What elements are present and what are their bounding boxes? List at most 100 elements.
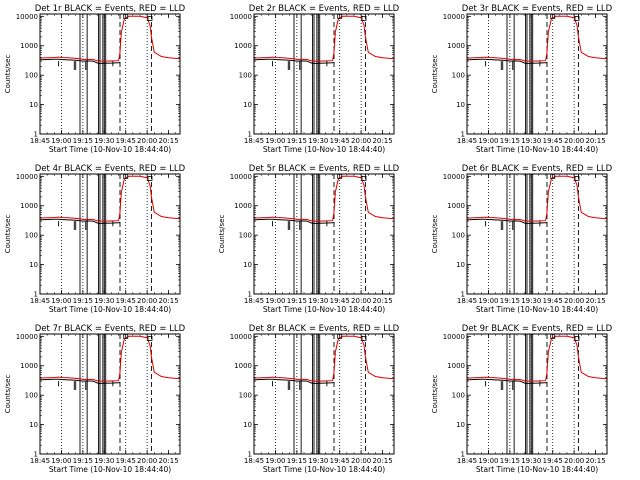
detector-panel-5: Det 5r BLACK = Events, RED = LLD Counts/s… bbox=[218, 164, 400, 314]
panel-title: Det 5r BLACK = Events, RED = LLD bbox=[249, 164, 400, 174]
y-tick-label: 1 bbox=[34, 291, 38, 299]
y-axis-label: Counts/sec bbox=[4, 215, 12, 254]
y-tick-label: 1000 bbox=[447, 362, 465, 370]
y-tick-label: 10 bbox=[456, 261, 465, 269]
x-tick-label: 20:15 bbox=[585, 297, 605, 305]
plot-data-area bbox=[467, 334, 607, 454]
panel-title: Det 8r BLACK = Events, RED = LLD bbox=[249, 324, 400, 334]
y-tick-label: 10 bbox=[243, 261, 252, 269]
plot-data-area bbox=[254, 334, 394, 454]
y-tick-label: 10000 bbox=[230, 13, 252, 21]
events-series-line bbox=[467, 58, 548, 65]
lld-series-line bbox=[40, 15, 180, 62]
x-tick-label: 19:30 bbox=[521, 297, 541, 305]
x-tick-label: 19:30 bbox=[94, 457, 114, 465]
lld-series-line bbox=[467, 175, 607, 222]
y-tick-label: 10000 bbox=[443, 173, 465, 181]
plot-data-area bbox=[467, 14, 607, 134]
y-tick-label: 100 bbox=[239, 392, 252, 400]
x-tick-label: 19:45 bbox=[543, 457, 563, 465]
x-tick-label: 19:15 bbox=[500, 457, 520, 465]
x-tick-label: 19:30 bbox=[521, 137, 541, 145]
y-tick-label: 1000 bbox=[20, 42, 38, 50]
detector-panel-4: Det 4r BLACK = Events, RED = LLD Counts/s… bbox=[4, 164, 186, 314]
saturation-marker bbox=[574, 176, 580, 181]
x-tick-label: 20:15 bbox=[158, 137, 178, 145]
x-tick-label: 19:45 bbox=[116, 137, 136, 145]
x-axis-label: Start Time (10-Nov-10 18:44:40) bbox=[49, 305, 171, 314]
plot-frame bbox=[253, 333, 395, 455]
x-tick-label: 18:45 bbox=[30, 297, 50, 305]
x-tick-label: 19:00 bbox=[265, 137, 285, 145]
plot-data-area bbox=[467, 174, 607, 294]
x-tick-label: 19:30 bbox=[308, 457, 328, 465]
y-tick-label: 10 bbox=[29, 261, 38, 269]
x-axis-label: Start Time (10-Nov-10 18:44:40) bbox=[263, 145, 385, 154]
plot-frame bbox=[466, 333, 608, 455]
y-tick-label: 10000 bbox=[230, 173, 252, 181]
x-tick-label: 19:00 bbox=[265, 457, 285, 465]
lld-series-line bbox=[254, 335, 394, 382]
plot-frame bbox=[466, 173, 608, 295]
events-series-line bbox=[254, 378, 335, 385]
y-tick-label: 100 bbox=[25, 392, 38, 400]
x-axis-label: Start Time (10-Nov-10 18:44:40) bbox=[476, 305, 598, 314]
lld-series-line bbox=[40, 335, 180, 382]
saturation-marker bbox=[361, 176, 367, 181]
x-axis-label: Start Time (10-Nov-10 18:44:40) bbox=[476, 145, 598, 154]
x-tick-label: 19:00 bbox=[478, 457, 498, 465]
x-tick-label: 18:45 bbox=[244, 457, 264, 465]
lld-series-line bbox=[467, 15, 607, 62]
saturation-marker bbox=[574, 336, 580, 341]
plot-frame bbox=[253, 173, 395, 295]
x-tick-label: 19:15 bbox=[287, 137, 307, 145]
y-tick-label: 1 bbox=[461, 291, 465, 299]
x-tick-label: 20:00 bbox=[137, 297, 157, 305]
y-tick-label: 100 bbox=[452, 232, 465, 240]
detector-panel-7: Det 7r BLACK = Events, RED = LLD Counts/s… bbox=[4, 324, 186, 474]
y-tick-label: 1 bbox=[461, 131, 465, 139]
x-tick-label: 20:15 bbox=[585, 137, 605, 145]
saturation-marker bbox=[361, 336, 367, 341]
x-axis-label: Start Time (10-Nov-10 18:44:40) bbox=[263, 305, 385, 314]
x-tick-label: 19:45 bbox=[116, 297, 136, 305]
events-series-line bbox=[254, 218, 335, 225]
events-series-line bbox=[40, 58, 121, 65]
plot-data-area bbox=[254, 174, 394, 294]
x-tick-label: 19:00 bbox=[478, 137, 498, 145]
lld-series-line bbox=[40, 175, 180, 222]
detector-panel-3: Det 3r BLACK = Events, RED = LLD Counts/s… bbox=[431, 4, 613, 154]
x-tick-label: 19:00 bbox=[51, 137, 71, 145]
x-tick-label: 20:15 bbox=[158, 297, 178, 305]
detector-panel-9: Det 9r BLACK = Events, RED = LLD Counts/s… bbox=[431, 324, 613, 474]
y-tick-label: 100 bbox=[452, 392, 465, 400]
x-axis-label: Start Time (10-Nov-10 18:44:40) bbox=[49, 465, 171, 474]
x-tick-label: 19:30 bbox=[308, 297, 328, 305]
x-tick-label: 19:15 bbox=[73, 137, 93, 145]
x-tick-label: 20:00 bbox=[137, 137, 157, 145]
x-tick-label: 19:45 bbox=[330, 457, 350, 465]
y-tick-label: 1 bbox=[248, 131, 252, 139]
y-tick-label: 1000 bbox=[234, 42, 252, 50]
x-tick-label: 20:15 bbox=[372, 297, 392, 305]
y-tick-label: 10 bbox=[29, 421, 38, 429]
y-tick-label: 10 bbox=[29, 101, 38, 109]
y-tick-label: 1000 bbox=[234, 362, 252, 370]
events-series-line bbox=[467, 378, 548, 385]
y-tick-label: 1 bbox=[461, 451, 465, 459]
y-tick-label: 100 bbox=[25, 72, 38, 80]
y-tick-label: 1 bbox=[248, 451, 252, 459]
events-series-line bbox=[254, 58, 335, 65]
y-axis-label: Counts/sec bbox=[218, 215, 226, 254]
detector-panel-8: Det 8r BLACK = Events, RED = LLD Start Ti… bbox=[230, 324, 400, 474]
x-tick-label: 20:00 bbox=[137, 457, 157, 465]
saturation-marker bbox=[147, 176, 153, 181]
y-tick-label: 1 bbox=[34, 131, 38, 139]
y-tick-label: 1000 bbox=[447, 202, 465, 210]
y-tick-label: 100 bbox=[239, 72, 252, 80]
y-tick-label: 1000 bbox=[20, 202, 38, 210]
x-tick-label: 19:15 bbox=[500, 137, 520, 145]
x-tick-label: 19:30 bbox=[308, 137, 328, 145]
x-tick-label: 19:00 bbox=[51, 297, 71, 305]
